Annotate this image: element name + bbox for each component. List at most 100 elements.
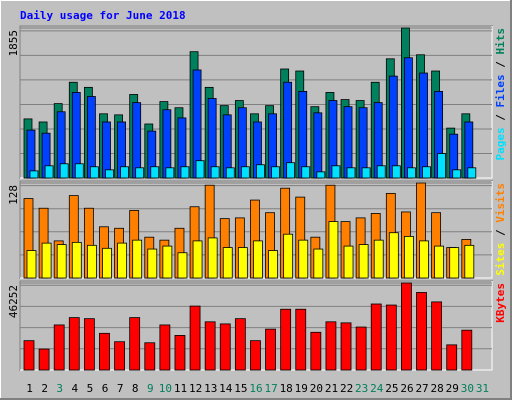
x-tick-label: 15 xyxy=(234,382,247,395)
bar xyxy=(422,166,431,179)
bar xyxy=(26,250,37,279)
x-tick-label: 31 xyxy=(476,382,489,395)
bar xyxy=(407,167,416,179)
bar xyxy=(298,239,309,279)
bar xyxy=(376,165,386,179)
bar xyxy=(331,165,341,179)
bar xyxy=(210,166,220,179)
legend-entry: Visits xyxy=(494,183,507,223)
x-tick-label: 28 xyxy=(431,382,444,395)
x-tick-label: 9 xyxy=(147,382,154,395)
bar xyxy=(419,240,429,279)
bar xyxy=(132,102,142,179)
bar xyxy=(404,236,414,279)
bar xyxy=(204,321,216,371)
bar xyxy=(135,167,145,179)
bar xyxy=(256,164,265,179)
bar xyxy=(461,329,473,371)
x-tick-label: 7 xyxy=(117,382,124,395)
bar xyxy=(295,308,307,371)
bar xyxy=(144,342,156,371)
bar xyxy=(388,75,398,179)
x-tick-label: 11 xyxy=(174,382,187,395)
bar xyxy=(240,166,250,179)
x-tick-label: 5 xyxy=(87,382,94,395)
bar xyxy=(86,96,96,179)
x-tick-label: 6 xyxy=(102,382,109,395)
legend-separator: / xyxy=(494,108,507,128)
bar xyxy=(446,344,458,371)
bar xyxy=(404,57,413,179)
bar xyxy=(114,341,125,371)
x-tick-label: 8 xyxy=(132,382,139,395)
x-tick-label: 23 xyxy=(355,382,368,395)
bar xyxy=(283,233,294,279)
bar xyxy=(165,167,175,179)
bar xyxy=(325,321,337,371)
y-tick-label: 46252 xyxy=(7,285,20,318)
bar xyxy=(343,106,353,179)
legend-entry: Sites xyxy=(494,243,507,276)
bar xyxy=(174,335,186,371)
bar xyxy=(159,324,171,371)
bar xyxy=(268,250,278,279)
x-tick-label: 19 xyxy=(295,382,308,395)
legend-separator: / xyxy=(494,55,507,75)
x-tick-label: 10 xyxy=(159,382,172,395)
bar xyxy=(68,317,80,371)
x-tick-label: 13 xyxy=(204,382,217,395)
bar xyxy=(44,165,54,179)
bar xyxy=(298,90,308,179)
bar xyxy=(177,252,188,279)
x-tick-label: 29 xyxy=(446,382,459,395)
bar xyxy=(189,305,201,371)
bar xyxy=(431,301,443,371)
legend: Sites / Visits xyxy=(494,183,507,276)
bar xyxy=(162,245,173,279)
bar xyxy=(328,221,339,279)
bar xyxy=(358,244,369,279)
bar xyxy=(373,239,384,279)
x-tick-label: 21 xyxy=(325,382,338,395)
bar xyxy=(120,166,129,179)
bar xyxy=(222,247,233,279)
bar xyxy=(464,244,475,279)
bar xyxy=(253,240,263,279)
bar xyxy=(388,232,399,279)
bar xyxy=(385,304,397,371)
x-tick-label: 1 xyxy=(26,382,33,395)
x-tick-label: 2 xyxy=(41,382,48,395)
bar xyxy=(419,72,428,179)
bar xyxy=(150,166,160,179)
bar xyxy=(301,166,311,179)
bar xyxy=(250,340,261,371)
x-tick-label: 16 xyxy=(249,382,262,395)
bar xyxy=(467,167,477,179)
bar xyxy=(452,169,462,179)
legend: Pages / Files / Hits xyxy=(494,28,507,161)
bar xyxy=(416,292,427,371)
bar xyxy=(310,331,322,371)
bar xyxy=(105,169,114,179)
bar xyxy=(192,240,203,279)
bar xyxy=(29,170,39,179)
legend-entry: Hits xyxy=(494,28,507,55)
y-tick-label: 128 xyxy=(7,185,20,205)
bar xyxy=(41,242,52,279)
bar xyxy=(71,241,82,279)
legend: KBytes xyxy=(494,283,507,323)
bar xyxy=(316,171,326,179)
x-tick-label: 18 xyxy=(280,382,293,395)
bar xyxy=(23,340,35,371)
panel-bevel xyxy=(19,25,492,178)
legend-entry: KBytes xyxy=(494,283,507,323)
bar xyxy=(59,163,69,179)
bar xyxy=(449,247,460,279)
bar xyxy=(83,318,95,371)
chart-title: Daily usage for June 2018 xyxy=(20,9,186,22)
bar xyxy=(147,248,158,279)
bar xyxy=(38,348,50,371)
bar xyxy=(265,328,276,371)
bar xyxy=(340,322,352,371)
